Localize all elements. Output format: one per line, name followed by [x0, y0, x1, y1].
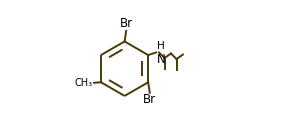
Text: Br: Br: [120, 17, 133, 30]
Text: N: N: [157, 53, 166, 66]
Text: Br: Br: [143, 93, 156, 106]
Text: H: H: [157, 41, 165, 51]
Text: CH₃: CH₃: [74, 78, 93, 88]
